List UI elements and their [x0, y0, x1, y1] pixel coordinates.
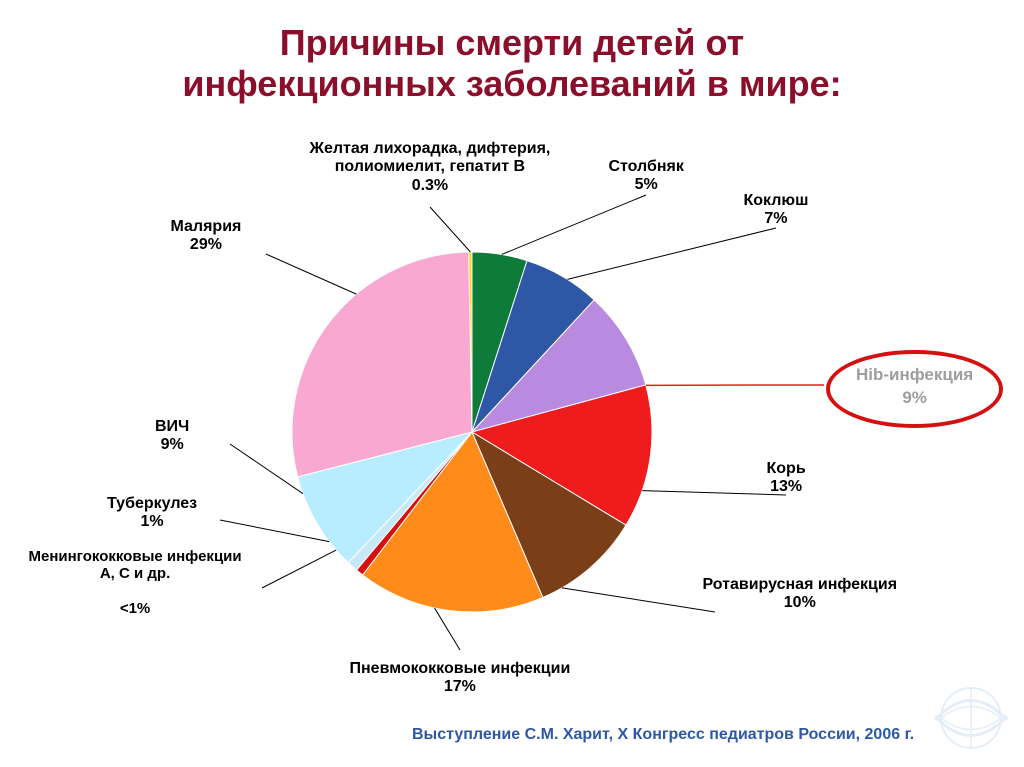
- label-tetanus: Столбняк5%: [609, 158, 684, 195]
- label-hiv: ВИЧ9%: [155, 418, 189, 455]
- label-rotavirus-line-1: 10%: [784, 594, 816, 611]
- label-pertussis-line-0: Коклюш: [744, 192, 809, 209]
- label-tetanus-line-0: Столбняк: [609, 158, 684, 175]
- label-yellowfever-line-1: полиомиелит, гепатит В: [335, 158, 525, 175]
- who-logo-watermark: [928, 675, 1014, 761]
- label-measles-line-0: Корь: [767, 460, 806, 477]
- label-tb-line-0: Туберкулез: [107, 495, 197, 512]
- label-pneumo: Пневмококковые инфекции17%: [350, 660, 571, 697]
- label-yellowfever-line-0: Желтая лихорадка, дифтерия,: [310, 140, 551, 157]
- citation-text: Выступление С.М. Харит, Х Конгресс педиа…: [412, 726, 914, 743]
- label-rotavirus-line-0: Ротавирусная инфекция: [703, 576, 898, 593]
- hib-line-1: Hib-инфекция: [856, 365, 973, 384]
- hib-line-2: 9%: [902, 388, 927, 407]
- label-malaria-line-0: Малярия: [171, 218, 242, 235]
- label-pertussis-line-1: 7%: [764, 210, 787, 227]
- label-rotavirus: Ротавирусная инфекция10%: [703, 576, 898, 613]
- label-tb: Туберкулез1%: [107, 495, 197, 532]
- label-meningo-line-0: Менингококковые инфекции: [29, 548, 242, 565]
- label-malaria: Малярия29%: [171, 218, 242, 255]
- label-measles-line-1: 13%: [770, 478, 802, 495]
- label-yellowfever: Желтая лихорадка, дифтерия,полиомиелит, …: [310, 140, 551, 195]
- label-hiv-line-1: 9%: [161, 436, 184, 453]
- slide: Причины смерти детей от инфекционных заб…: [0, 0, 1024, 767]
- label-tb-line-1: 1%: [141, 513, 164, 530]
- label-pneumo-line-0: Пневмококковые инфекции: [350, 660, 571, 677]
- label-tetanus-line-1: 5%: [635, 176, 658, 193]
- label-yellowfever-line-2: 0.3%: [412, 177, 448, 194]
- label-hiv-line-0: ВИЧ: [155, 418, 189, 435]
- label-meningo-line-3: <1%: [120, 600, 150, 617]
- label-measles: Корь13%: [767, 460, 806, 497]
- label-meningo: Менингококковые инфекцииА, С и др. <1%: [29, 548, 242, 617]
- label-pertussis: Коклюш7%: [744, 192, 809, 229]
- hib-callout: Hib-инфекция 9%: [826, 350, 1003, 428]
- label-meningo-line-1: А, С и др.: [100, 565, 170, 582]
- pie-group: [292, 252, 652, 612]
- label-malaria-line-1: 29%: [190, 236, 222, 253]
- label-pneumo-line-1: 17%: [444, 678, 476, 695]
- citation: Выступление С.М. Харит, Х Конгресс педиа…: [412, 726, 914, 744]
